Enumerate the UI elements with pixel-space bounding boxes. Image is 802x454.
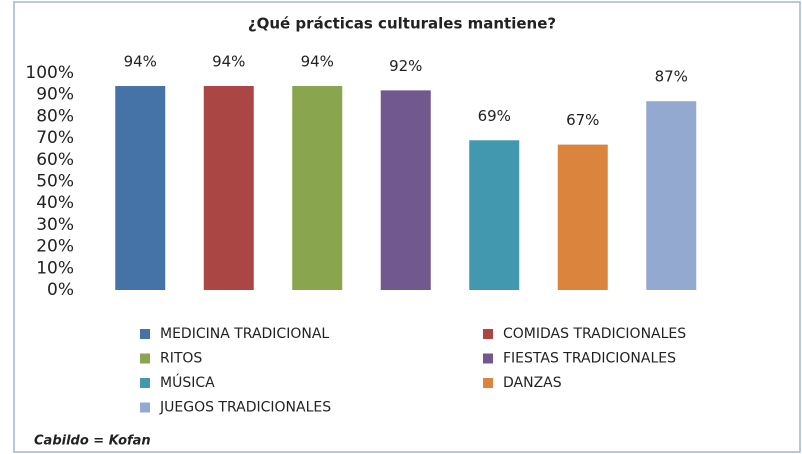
y-tick-label: 0% — [47, 280, 74, 300]
chart-title: ¿Qué prácticas culturales mantiene? — [248, 15, 556, 33]
legend-swatch — [140, 353, 150, 364]
data-label: 92% — [389, 57, 422, 75]
bar — [203, 86, 254, 291]
bar — [469, 140, 520, 290]
annotation: Cabildo = Kofan — [34, 434, 151, 449]
legend-swatch — [140, 402, 150, 413]
y-tick-label: 80% — [36, 106, 74, 126]
legend-label: FIESTAS TRADICIONALES — [503, 351, 676, 367]
legend-label: DANZAS — [503, 375, 562, 391]
data-label: 69% — [478, 107, 511, 125]
bar — [646, 101, 697, 291]
data-label: 94% — [301, 53, 334, 71]
y-tick-label: 50% — [36, 172, 74, 192]
bar — [557, 144, 608, 290]
y-tick-label: 60% — [36, 150, 74, 170]
legend-label: COMIDAS TRADICIONALES — [503, 326, 686, 342]
bar — [292, 86, 343, 291]
bar — [115, 86, 166, 291]
legend-swatch — [483, 378, 493, 388]
y-tick-label: 70% — [36, 128, 74, 148]
legend-swatch — [483, 329, 493, 339]
data-label: 67% — [566, 111, 599, 129]
legend-swatch — [483, 353, 493, 364]
data-label: 87% — [655, 68, 688, 86]
y-tick-label: 100% — [25, 63, 74, 83]
y-tick-label: 90% — [36, 85, 74, 105]
legend-swatch — [140, 329, 150, 339]
y-tick-label: 30% — [36, 215, 74, 235]
y-tick-label: 40% — [36, 193, 74, 213]
data-label: 94% — [124, 53, 157, 71]
legend-label: MÚSICA — [160, 373, 215, 391]
bar — [380, 90, 431, 290]
data-label: 94% — [212, 53, 245, 71]
legend-swatch — [140, 378, 150, 388]
legend-label: RITOS — [160, 351, 202, 367]
y-tick-label: 10% — [36, 258, 74, 278]
legend-label: MEDICINA TRADICIONAL — [160, 326, 329, 342]
legend-label: JUEGOS TRADICIONALES — [159, 400, 331, 416]
y-tick-label: 20% — [36, 237, 74, 257]
